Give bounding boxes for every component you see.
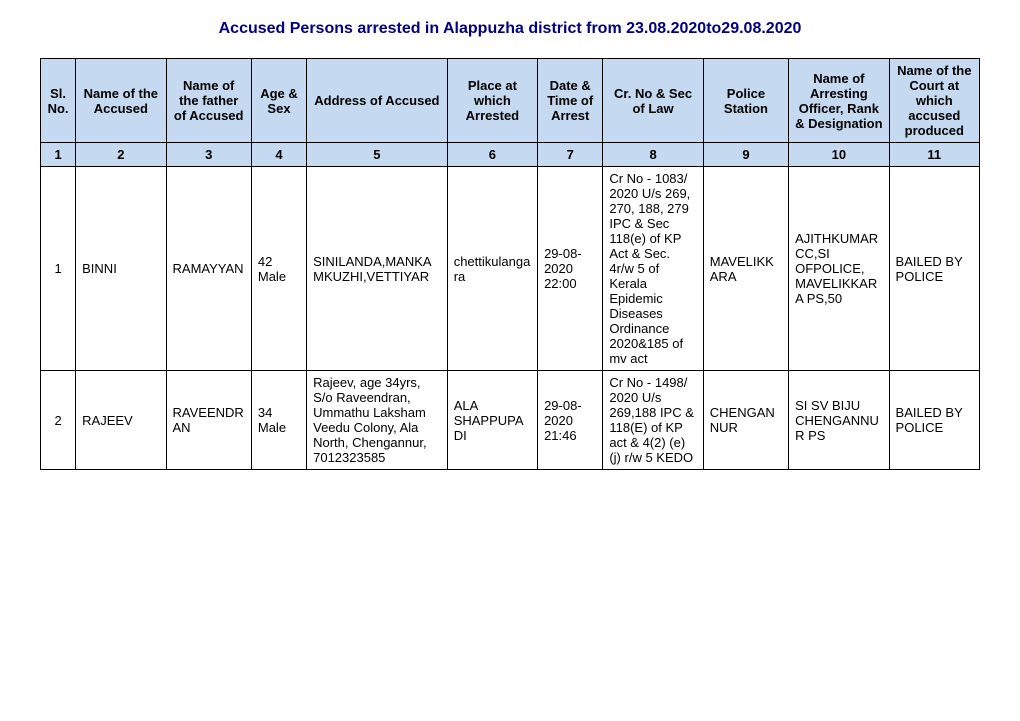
- header-sl: Sl. No.: [41, 59, 76, 143]
- header-cr: Cr. No & Sec of Law: [603, 59, 703, 143]
- header-father: Name of the father of Accused: [166, 59, 251, 143]
- header-court: Name of the Court at which accused produ…: [889, 59, 979, 143]
- column-number-row: 1 2 3 4 5 6 7 8 9 10 11: [41, 143, 980, 167]
- table-row: 1 BINNI RAMAYYAN 42 Male SINILANDA,MANKA…: [41, 167, 980, 371]
- colnum: 7: [538, 143, 603, 167]
- cell-name: BINNI: [76, 167, 166, 371]
- cell-address: SINILANDA,MANKAMKUZHI,VETTIYAR: [307, 167, 448, 371]
- table-row: 2 RAJEEV RAVEENDRAN 34 Male Rajeev, age …: [41, 371, 980, 470]
- page-title: Accused Persons arrested in Alappuzha di…: [40, 20, 980, 38]
- colnum: 3: [166, 143, 251, 167]
- colnum: 6: [447, 143, 537, 167]
- cell-age: 34 Male: [251, 371, 306, 470]
- cell-court: BAILED BY POLICE: [889, 167, 979, 371]
- cell-father: RAMAYYAN: [166, 167, 251, 371]
- cell-place: ALA SHAPPUPADI: [447, 371, 537, 470]
- colnum: 11: [889, 143, 979, 167]
- cell-father: RAVEENDRAN: [166, 371, 251, 470]
- cell-officer: SI SV BIJU CHENGANNUR PS: [789, 371, 889, 470]
- arrest-table: Sl. No. Name of the Accused Name of the …: [40, 58, 980, 470]
- cell-date: 29-08-2020 22:00: [538, 167, 603, 371]
- cell-officer: AJITHKUMAR CC,SI OFPOLICE, MAVELIKKARA P…: [789, 167, 889, 371]
- header-ps: Police Station: [703, 59, 788, 143]
- colnum: 2: [76, 143, 166, 167]
- cell-ps: MAVELIKKARA: [703, 167, 788, 371]
- header-address: Address of Accused: [307, 59, 448, 143]
- colnum: 1: [41, 143, 76, 167]
- colnum: 5: [307, 143, 448, 167]
- header-name: Name of the Accused: [76, 59, 166, 143]
- cell-cr: Cr No - 1498/ 2020 U/s 269,188 IPC & 118…: [603, 371, 703, 470]
- header-officer: Name of Arresting Officer, Rank & Design…: [789, 59, 889, 143]
- cell-address: Rajeev, age 34yrs, S/o Raveendran, Ummat…: [307, 371, 448, 470]
- cell-sl: 2: [41, 371, 76, 470]
- colnum: 9: [703, 143, 788, 167]
- header-date: Date & Time of Arrest: [538, 59, 603, 143]
- colnum: 8: [603, 143, 703, 167]
- cell-name: RAJEEV: [76, 371, 166, 470]
- cell-date: 29-08-2020 21:46: [538, 371, 603, 470]
- cell-age: 42 Male: [251, 167, 306, 371]
- colnum: 4: [251, 143, 306, 167]
- cell-court: BAILED BY POLICE: [889, 371, 979, 470]
- cell-cr: Cr No - 1083/ 2020 U/s 269, 270, 188, 27…: [603, 167, 703, 371]
- cell-sl: 1: [41, 167, 76, 371]
- cell-place: chettikulangara: [447, 167, 537, 371]
- header-place: Place at which Arrested: [447, 59, 537, 143]
- header-age: Age & Sex: [251, 59, 306, 143]
- colnum: 10: [789, 143, 889, 167]
- header-row: Sl. No. Name of the Accused Name of the …: [41, 59, 980, 143]
- cell-ps: CHENGANNUR: [703, 371, 788, 470]
